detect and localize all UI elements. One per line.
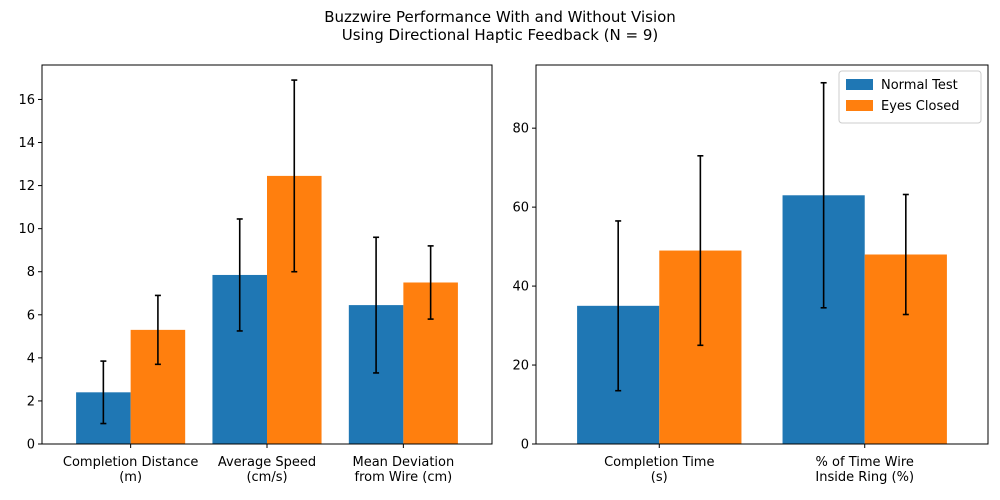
x-tick-label-0: Completion Time (s) (604, 455, 714, 485)
y-tick-label-4: 8 (27, 265, 35, 280)
y-tick-label-3: 6 (27, 308, 35, 323)
x-tick-label-line-0: Completion Time (604, 455, 714, 470)
x-tick-label-line-0: Average Speed (218, 455, 316, 470)
error-bar-normal-test-0 (615, 220, 622, 392)
axes-frame (535, 64, 989, 445)
error-bar-eyes-closed-0 (697, 155, 704, 347)
y-tick-label-3: 60 (512, 201, 529, 216)
right-chart-panel: 0 20 40 60 80 Completion Time (s) % of Time Wir… (512, 64, 989, 485)
y-tick-label-5: 10 (18, 222, 35, 237)
y-tick-label-8: 16 (18, 93, 35, 108)
y-tick-label-2: 4 (27, 351, 35, 366)
figure-title-line2: Using Directional Haptic Feedback (N = 9… (342, 26, 658, 44)
y-tick-label-0: 0 (27, 438, 35, 453)
figure-title-line1: Buzzwire Performance With and Without Vi… (324, 8, 676, 26)
y-tick-label-1: 20 (512, 359, 529, 374)
x-tick-label-line-1: Inside Ring (%) (815, 470, 914, 485)
x-tick-label-line-0: Mean Deviation (352, 455, 454, 470)
y-tick-label-2: 40 (512, 280, 529, 295)
error-bar-normal-test-2 (373, 236, 380, 374)
x-tick-label-line-0: % of Time Wire (816, 455, 914, 470)
y-tick-label-4: 80 (512, 122, 529, 137)
error-bar-eyes-closed-1 (291, 79, 298, 273)
x-tick-label-line-1: (m) (119, 470, 142, 485)
y-tick-label-7: 14 (18, 136, 35, 151)
left-chart-panel: 0 2 4 6 8 10 12 14 16 Completion Distance (m) Avera… (18, 64, 493, 485)
x-tick-label-1: % of Time Wire Inside Ring (%) (815, 455, 914, 485)
legend-swatch-0 (846, 79, 873, 90)
x-tick-label-line-1: (cm/s) (246, 470, 287, 485)
error-bar-normal-test-1 (820, 81, 827, 309)
error-bar-eyes-closed-0 (154, 294, 161, 366)
legend-swatch-1 (846, 100, 873, 111)
legend-label-0: Normal Test (881, 78, 958, 93)
x-tick-label-1: Average Speed (cm/s) (218, 455, 316, 485)
x-tick-label-line-0: Completion Distance (63, 455, 198, 470)
error-bar-normal-test-0 (100, 360, 107, 425)
x-tick-label-line-1: from Wire (cm) (355, 470, 453, 485)
error-bar-eyes-closed-2 (427, 245, 434, 320)
legend-label-1: Eyes Closed (881, 99, 959, 114)
y-tick-label-0: 0 (521, 438, 529, 453)
error-bar-eyes-closed-1 (902, 193, 909, 316)
error-bar-normal-test-1 (236, 218, 243, 332)
legend: Normal Test Eyes Closed (838, 70, 982, 124)
y-tick-label-6: 12 (18, 179, 35, 194)
legend-box (838, 70, 982, 124)
x-tick-label-0: Completion Distance (m) (63, 455, 198, 485)
x-tick-label-2: Mean Deviation from Wire (cm) (352, 455, 454, 485)
y-tick-label-1: 2 (27, 394, 35, 409)
x-tick-label-line-1: (s) (651, 470, 668, 485)
